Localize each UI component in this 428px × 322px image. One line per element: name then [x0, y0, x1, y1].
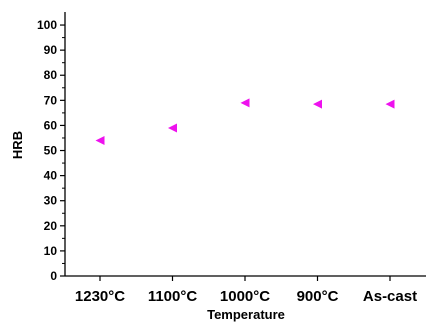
- plot-frame: [64, 12, 426, 277]
- y-tick-label: 0: [50, 269, 57, 283]
- data-point: [313, 99, 322, 109]
- x-axis-ticks: 1230°C 1100°C 1000°C 900°C As-cast: [75, 276, 417, 305]
- y-tick-label: 40: [44, 169, 58, 183]
- y-tick-label: 100: [37, 18, 57, 32]
- y-tick-label: 60: [44, 118, 58, 132]
- x-tick-label: 1100°C: [148, 288, 198, 305]
- y-axis-ticks: 0 10 20 30 40 50 60 70 80 90 100: [37, 18, 65, 283]
- y-tick-label: 50: [44, 144, 58, 158]
- data-point: [168, 123, 177, 133]
- x-tick-label: 1000°C: [220, 288, 270, 305]
- data-point: [95, 135, 105, 145]
- data-point: [240, 98, 250, 108]
- y-tick-label: 30: [44, 194, 58, 208]
- data-points: [95, 98, 395, 145]
- y-tick-label: 80: [44, 68, 58, 82]
- y-tick-label: 10: [44, 244, 58, 258]
- x-tick-label: 900°C: [297, 288, 339, 305]
- x-tick-label: 1230°C: [75, 288, 125, 305]
- data-point: [385, 99, 395, 109]
- x-axis-title: Temperature: [207, 307, 285, 322]
- y-tick-label: 20: [44, 219, 58, 233]
- y-tick-label: 70: [44, 93, 58, 107]
- x-tick-label: As-cast: [363, 288, 417, 305]
- y-tick-label: 90: [44, 43, 58, 57]
- y-axis-title: HRB: [10, 131, 25, 159]
